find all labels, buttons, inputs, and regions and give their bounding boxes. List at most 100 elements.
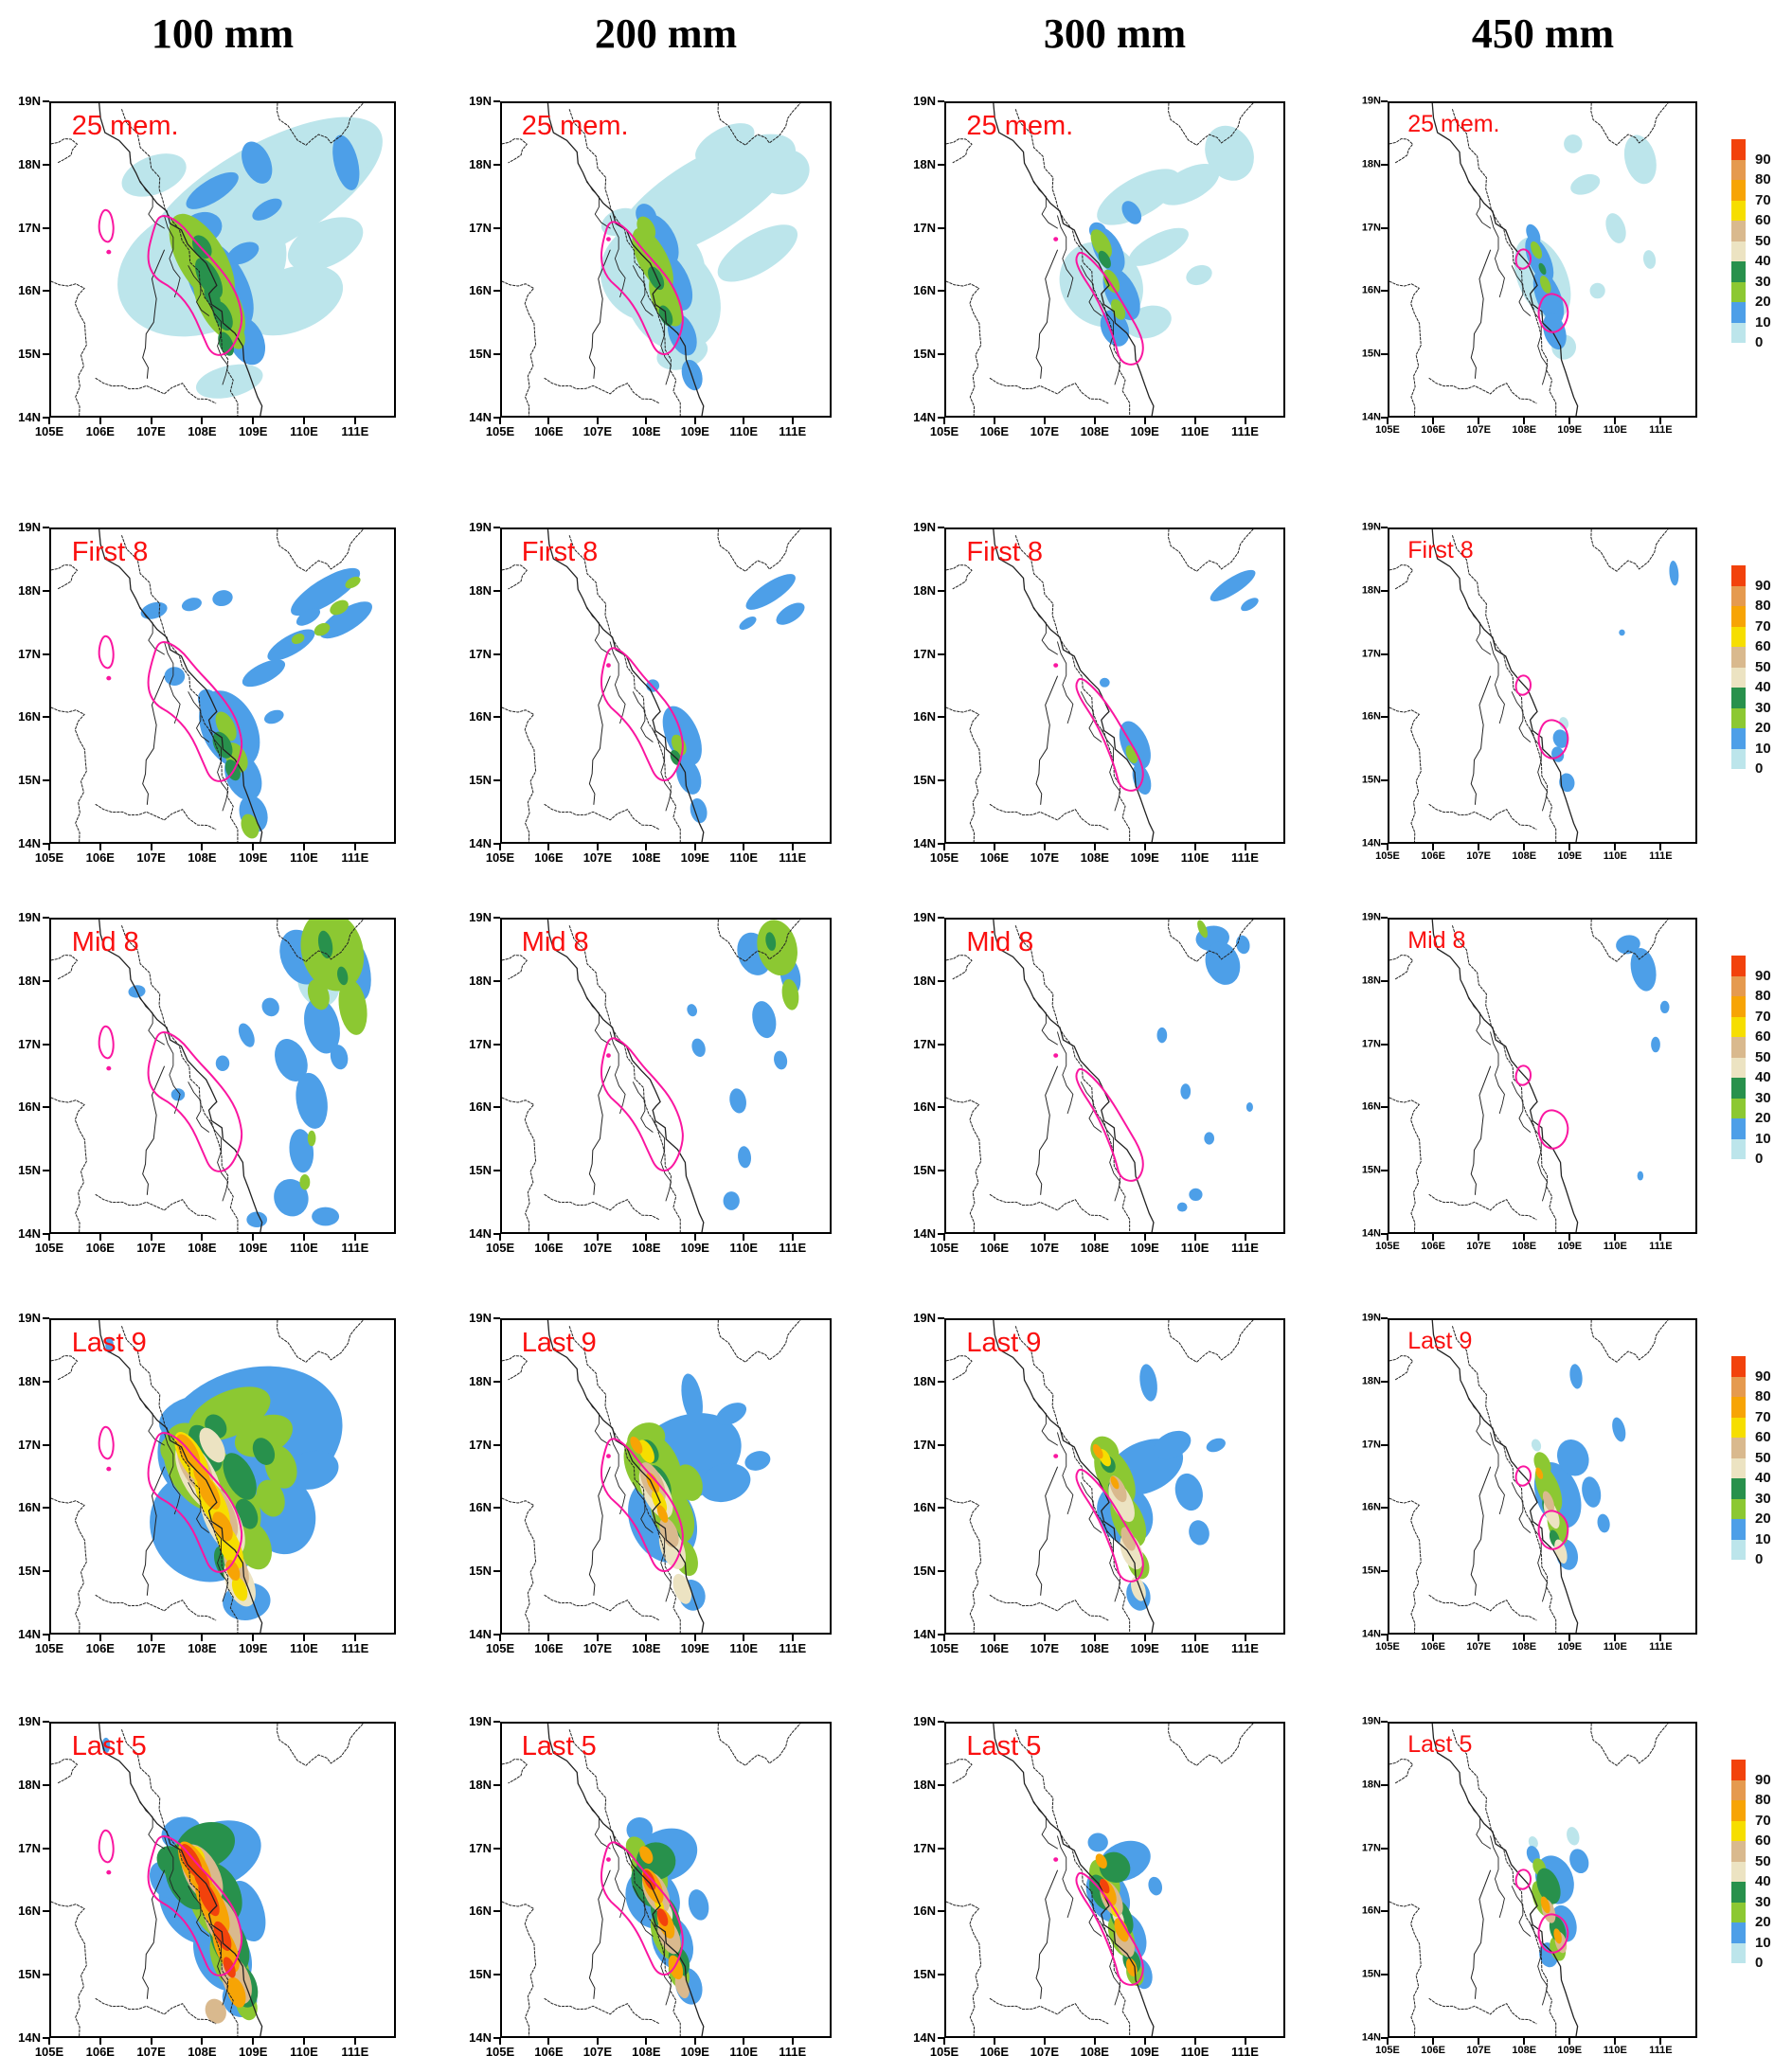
lat-tick-label: 15N — [469, 1966, 492, 1981]
lon-tick-label: 109E — [1130, 1241, 1159, 1255]
colorbar-tick-label: 20 — [1755, 720, 1771, 736]
lat-tick-mark — [43, 100, 49, 102]
lat-tick-label: 16N — [913, 1500, 936, 1515]
coastline-borders — [502, 529, 800, 842]
column-header-450mm: 450 mm — [1471, 10, 1615, 57]
lon-tick-mark — [1478, 418, 1480, 424]
lon-tick-mark — [645, 844, 648, 850]
lat-tick-mark — [493, 653, 500, 655]
lat-tick-mark — [493, 917, 500, 919]
lat-tick-mark — [1381, 653, 1388, 655]
lon-tick-mark — [596, 418, 599, 424]
lat-tick-mark — [938, 226, 944, 229]
lat-tick-label: 15N — [1361, 774, 1381, 786]
lat-tick-mark — [493, 1106, 500, 1109]
lat-tick-mark — [1381, 779, 1388, 782]
lon-tick-label: 105E — [929, 2045, 959, 2056]
colorbar-tick-label: 70 — [1755, 617, 1771, 635]
lon-tick-label: 110E — [1180, 850, 1210, 865]
probability-shading — [1526, 1827, 1589, 1968]
lat-tick-label: 17N — [469, 1036, 492, 1051]
lon-tick-mark — [1523, 844, 1526, 850]
panel-row-label: First 8 — [966, 537, 1043, 568]
lon-tick-mark — [252, 1635, 255, 1641]
colorbar-segment — [1731, 728, 1746, 749]
probability-shading — [128, 920, 371, 1228]
lon-tick-mark — [645, 418, 648, 424]
lon-tick-mark — [150, 1234, 152, 1241]
lat-tick-label: 14N — [18, 2029, 41, 2045]
lon-tick-mark — [1614, 418, 1617, 424]
lat-tick-mark — [43, 1317, 49, 1319]
lon-tick-mark — [1193, 1635, 1196, 1641]
lat-tick-label: 16N — [1361, 1904, 1381, 1917]
lat-tick-label: 18N — [469, 973, 492, 988]
lon-tick-label: 107E — [1030, 1641, 1060, 1655]
verification-contour — [601, 1439, 683, 1571]
colorbar-tick-label: 90 — [1755, 151, 1771, 168]
colorbar-segment — [1731, 1037, 1746, 1058]
lat-tick-mark — [43, 163, 49, 166]
lat-tick-label: 18N — [18, 973, 41, 988]
lat-tick-label: 16N — [1361, 1100, 1381, 1113]
lon-tick-label: 105E — [485, 850, 515, 865]
lon-tick-label: 107E — [1466, 2045, 1491, 2056]
colorbar-tick-label: 70 — [1755, 191, 1771, 208]
lon-tick-label: 108E — [632, 1641, 661, 1655]
lat-tick-label: 17N — [1361, 1438, 1381, 1450]
lat-tick-mark — [938, 100, 944, 102]
lon-tick-mark — [547, 844, 550, 850]
lon-tick-mark — [99, 1234, 101, 1241]
lon-tick-label: 107E — [1466, 424, 1491, 436]
lon-tick-mark — [1244, 1635, 1246, 1641]
lat-tick-mark — [938, 589, 944, 592]
map-plot — [49, 1318, 396, 1635]
lon-tick-label: 107E — [1466, 1241, 1491, 1252]
map-plot — [500, 101, 832, 418]
lat-tick-mark — [938, 2037, 944, 2039]
lat-tick-label: 19N — [469, 93, 492, 108]
lat-tick-label: 19N — [913, 1713, 936, 1728]
colorbar-tick-label: 20 — [1755, 1914, 1771, 1930]
lon-tick-label: 110E — [729, 424, 759, 438]
lat-tick-mark — [43, 353, 49, 356]
lon-tick-label: 107E — [1466, 850, 1491, 862]
lat-tick-label: 16N — [18, 283, 41, 298]
lon-tick-mark — [1143, 1234, 1146, 1241]
lon-tick-label: 109E — [1557, 850, 1583, 862]
probability-shading — [1090, 1364, 1226, 1611]
lat-tick-label: 14N — [1361, 411, 1381, 423]
lat-tick-label: 16N — [469, 1100, 492, 1115]
lon-tick-mark — [743, 1635, 745, 1641]
lat-tick-label: 15N — [18, 1563, 41, 1578]
verification-contour — [1516, 1466, 1568, 1548]
lon-tick-mark — [303, 844, 305, 850]
lon-tick-label: 105E — [34, 424, 64, 438]
lat-tick-label: 14N — [913, 1626, 936, 1641]
lat-tick-label: 14N — [18, 835, 41, 850]
lon-tick-label: 107E — [1030, 1241, 1060, 1255]
lon-tick-label: 109E — [1557, 1241, 1583, 1252]
lon-tick-label: 105E — [929, 1641, 959, 1655]
lat-tick-label: 16N — [18, 1100, 41, 1115]
probability-shading — [1616, 935, 1670, 1181]
lat-tick-label: 14N — [469, 1626, 492, 1641]
lat-tick-mark — [938, 1721, 944, 1723]
lon-tick-label: 111E — [1231, 2045, 1259, 2056]
colorbar-segment — [1731, 1779, 1746, 1800]
lon-tick-label: 108E — [1080, 1641, 1109, 1655]
lat-tick-label: 18N — [469, 1373, 492, 1388]
colorbar-tick-label: 60 — [1755, 1833, 1771, 1849]
lon-tick-mark — [48, 418, 50, 424]
lat-tick-mark — [493, 417, 500, 419]
colorbar-tick-label: 50 — [1755, 232, 1771, 249]
lon-tick-mark — [943, 1635, 945, 1641]
lat-tick-mark — [43, 1233, 49, 1235]
lat-tick-label: 14N — [1361, 837, 1381, 849]
lon-tick-mark — [252, 2038, 255, 2045]
colorbar-tick-label: 60 — [1755, 638, 1771, 654]
colorbar-segment — [1731, 1078, 1746, 1099]
lat-tick-label: 19N — [913, 519, 936, 534]
lon-tick-mark — [993, 418, 995, 424]
lon-tick-mark — [1432, 418, 1435, 424]
